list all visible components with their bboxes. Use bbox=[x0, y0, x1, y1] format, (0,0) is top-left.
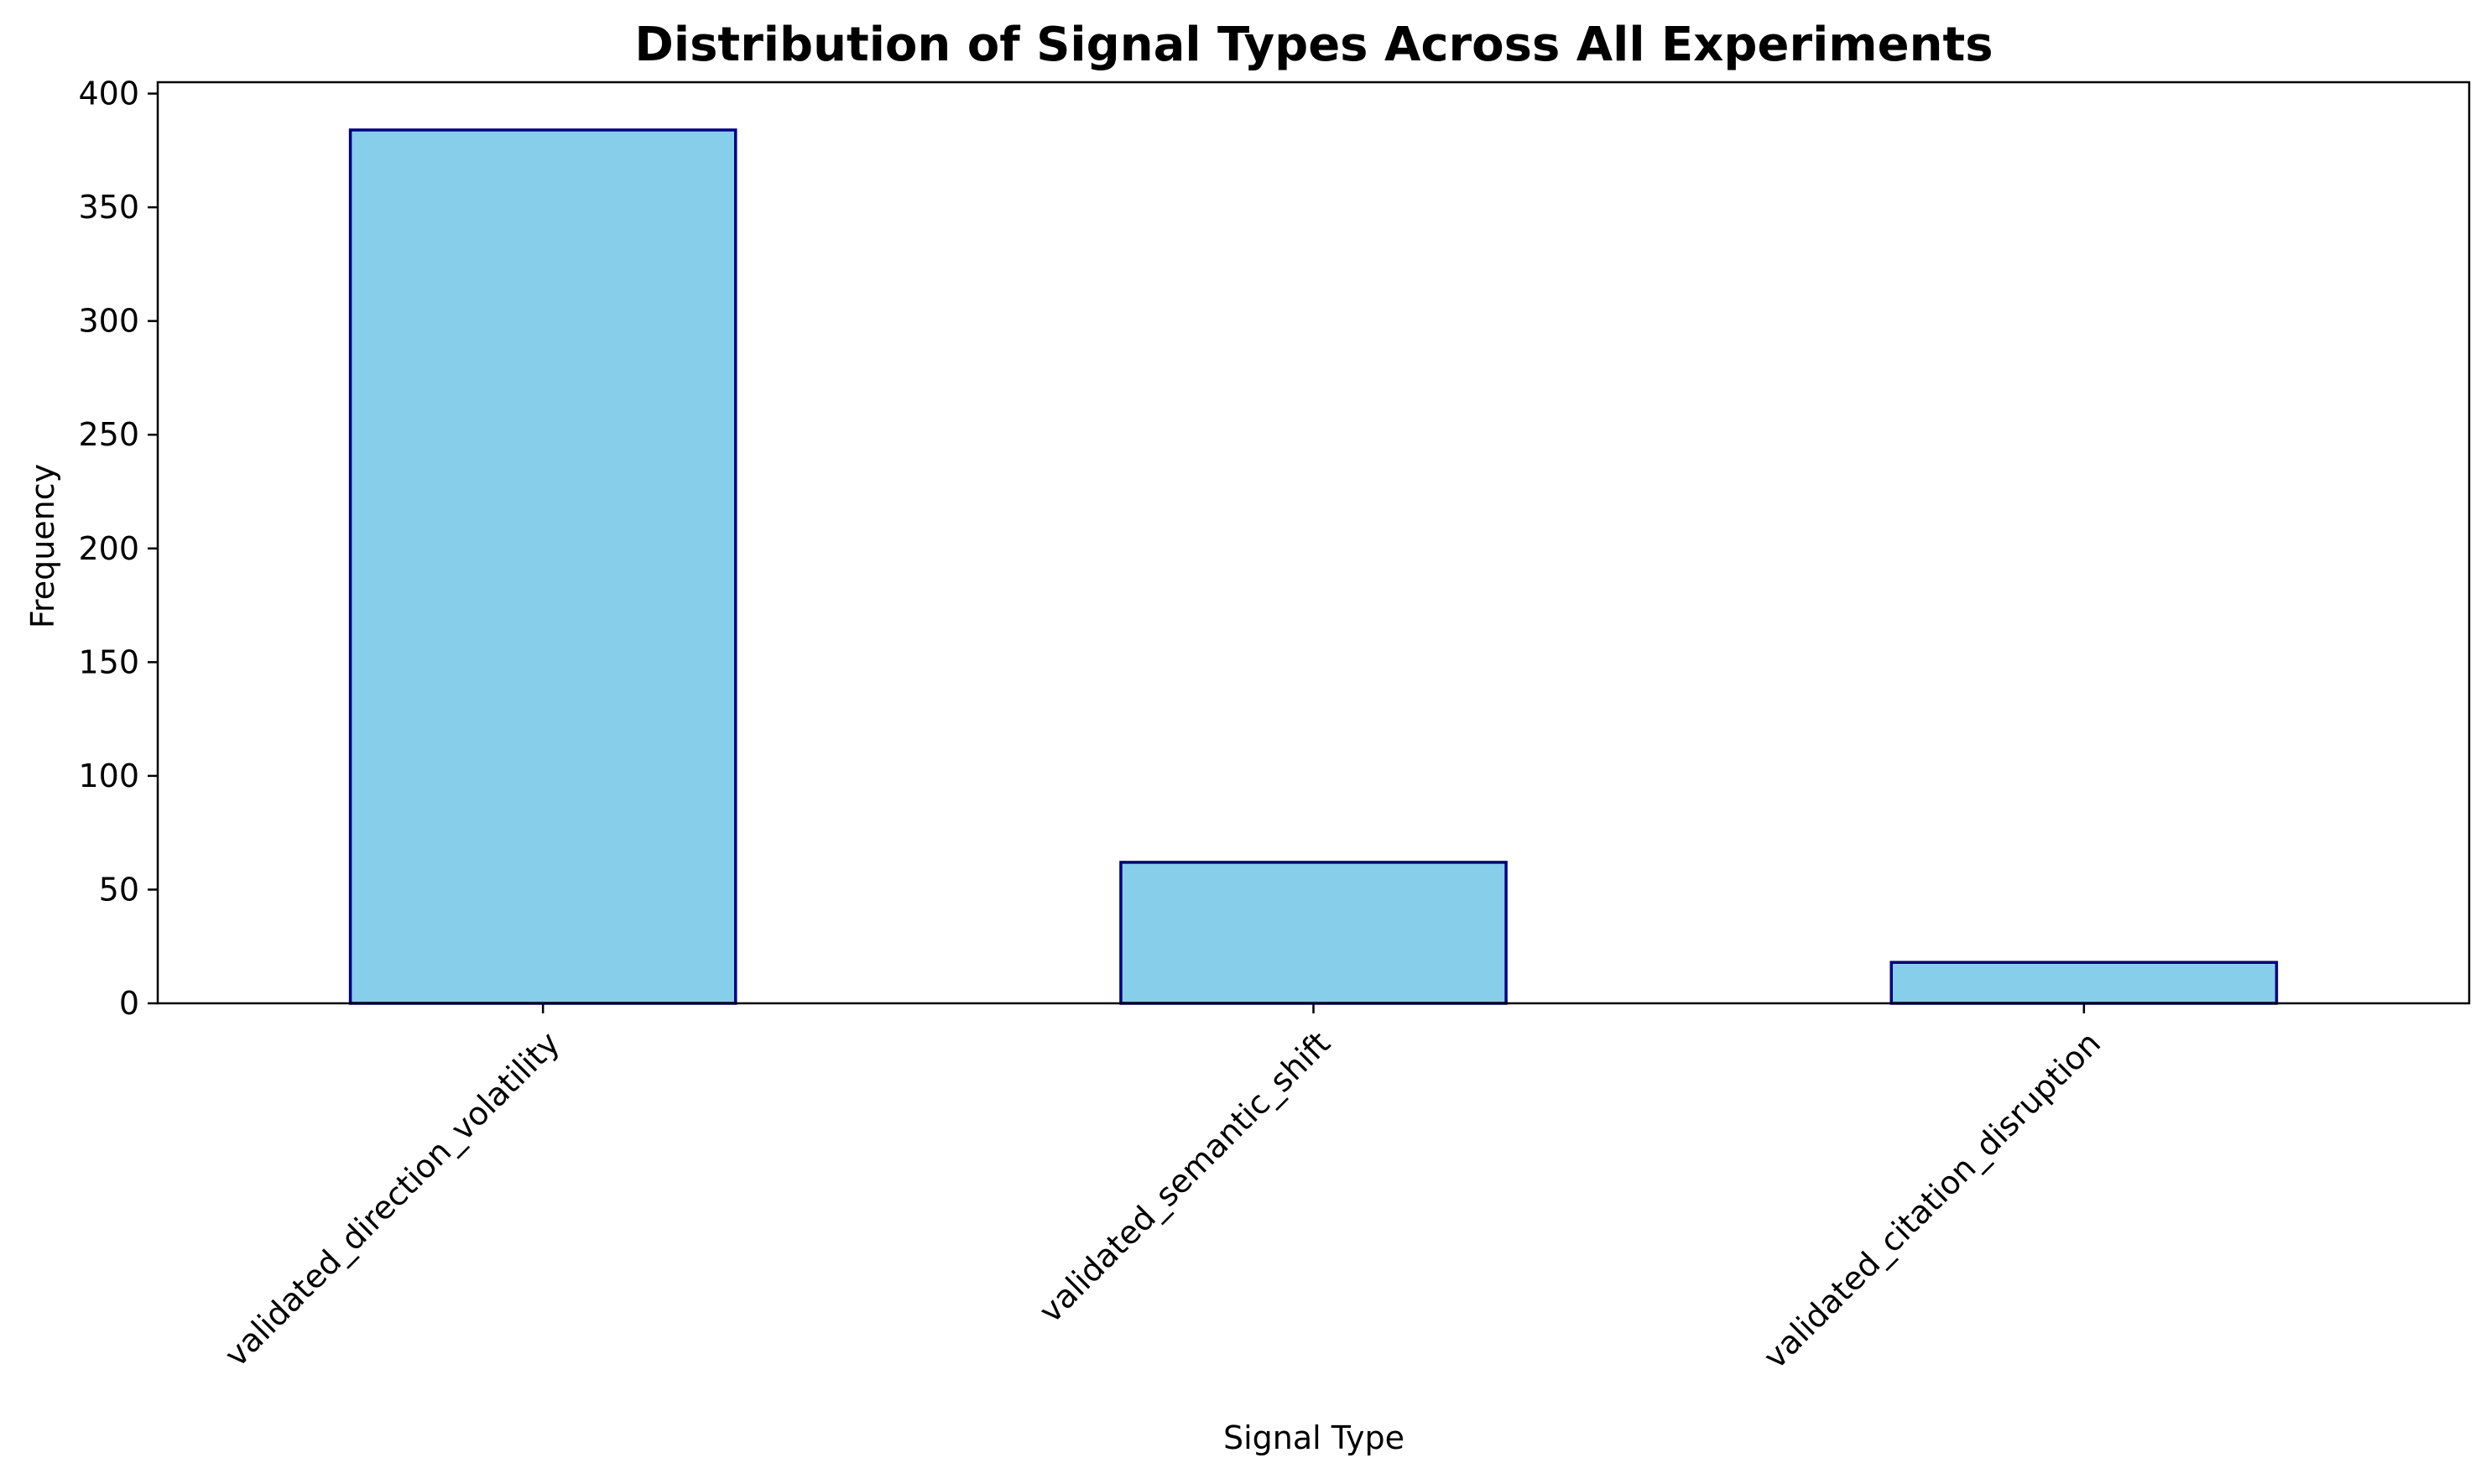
y-tick-label: 100 bbox=[78, 758, 139, 794]
bar-validated_citation_disruption bbox=[1889, 961, 2279, 1005]
y-tick-label: 50 bbox=[99, 871, 139, 908]
y-tick-label: 300 bbox=[78, 303, 139, 340]
y-tick-label: 400 bbox=[78, 76, 139, 112]
y-tick-label: 350 bbox=[78, 189, 139, 226]
x-ticks-layer: validated_direction_volatility validated_… bbox=[217, 1003, 2108, 1376]
y-tick-label: 200 bbox=[78, 530, 139, 567]
y-tick-label: 150 bbox=[78, 643, 139, 680]
y-tick-label: 0 bbox=[119, 985, 139, 1022]
chart-title: Distribution of Signal Types Across All … bbox=[634, 18, 1993, 72]
y-tick-label: 250 bbox=[78, 416, 139, 453]
bar-validated_direction_volatility bbox=[348, 128, 737, 1005]
bar-validated_semantic_shift bbox=[1119, 861, 1508, 1005]
x-tick-label: validated_semantic_shift bbox=[1032, 1024, 1337, 1330]
y-ticks-layer: 0 50 100 150 200 250 300 350 400 bbox=[78, 76, 158, 1022]
x-tick-label: validated_citation_disruption bbox=[1756, 1024, 2108, 1376]
x-tick-label: validated_direction_volatility bbox=[217, 1024, 566, 1373]
x-axis-label: Signal Type bbox=[1223, 1419, 1404, 1456]
y-axis-label: Frequency bbox=[24, 464, 61, 628]
bars-layer bbox=[348, 128, 2279, 1005]
